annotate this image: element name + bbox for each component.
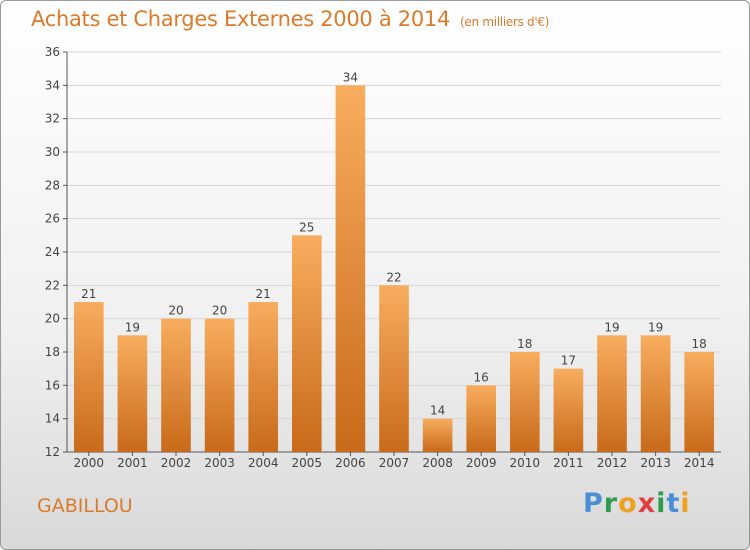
value-label-2003: 20 xyxy=(212,304,227,318)
value-label-2000: 21 xyxy=(81,287,96,301)
chart-title: Achats et Charges Externes 2000 à 2014 (e… xyxy=(31,7,549,31)
value-label-2005: 25 xyxy=(299,220,314,234)
y-tick-label: 26 xyxy=(45,212,60,226)
y-tick-label: 22 xyxy=(45,278,60,292)
value-label-2012: 19 xyxy=(604,320,619,334)
logo-letter: x xyxy=(637,488,657,519)
logo-letter: t xyxy=(666,488,681,519)
logo-letter: i xyxy=(656,488,667,519)
y-tick-label: 30 xyxy=(45,145,60,159)
x-tick-label-2007: 2007 xyxy=(379,456,410,470)
bar-2002 xyxy=(161,318,191,452)
proxiti-logo[interactable]: Proxiti xyxy=(583,488,691,519)
value-label-2002: 20 xyxy=(168,304,183,318)
x-tick-label-2014: 2014 xyxy=(684,456,715,470)
x-tick-label-2011: 2011 xyxy=(553,456,584,470)
y-tick-label: 28 xyxy=(45,178,60,192)
logo-letter: o xyxy=(618,488,638,519)
chart-unit: (en milliers d'€) xyxy=(460,15,550,29)
x-tick-label-2008: 2008 xyxy=(422,456,453,470)
bar-2003 xyxy=(204,318,235,452)
value-label-2010: 18 xyxy=(517,337,532,351)
x-tick-label-2003: 2003 xyxy=(204,456,235,470)
y-tick-label: 14 xyxy=(45,412,60,426)
y-tick-label: 32 xyxy=(45,112,60,126)
value-label-2008: 14 xyxy=(430,404,445,418)
value-label-2013: 19 xyxy=(648,320,663,334)
value-label-2006: 34 xyxy=(343,70,358,84)
x-tick-label-2009: 2009 xyxy=(466,456,497,470)
y-tick-label: 20 xyxy=(45,312,60,326)
bar-2008 xyxy=(422,418,453,452)
bar-2007 xyxy=(379,285,409,452)
value-label-2001: 19 xyxy=(125,320,140,334)
y-tick-label: 36 xyxy=(45,45,60,59)
bar-2009 xyxy=(466,385,497,452)
value-label-2009: 16 xyxy=(474,370,489,384)
bar-2013 xyxy=(640,335,671,452)
y-tick-label: 18 xyxy=(45,345,60,359)
x-tick-label-2005: 2005 xyxy=(292,456,323,470)
y-tick-label: 34 xyxy=(45,78,60,92)
bar-2001 xyxy=(117,335,148,452)
value-label-2014: 18 xyxy=(692,337,707,351)
bar-2004 xyxy=(248,302,279,452)
bar-2005 xyxy=(291,235,322,452)
x-tick-label-2013: 2013 xyxy=(640,456,671,470)
x-tick-label-2010: 2010 xyxy=(510,456,541,470)
y-tick-label: 16 xyxy=(45,378,60,392)
logo-letter: r xyxy=(603,488,619,519)
x-tick-label-2002: 2002 xyxy=(161,456,192,470)
bar-2014 xyxy=(684,352,715,452)
bar-2012 xyxy=(597,335,627,452)
logo-letter: P xyxy=(583,488,604,519)
bar-2006 xyxy=(335,85,366,452)
x-tick-label-2004: 2004 xyxy=(248,456,279,470)
x-tick-label-2001: 2001 xyxy=(117,456,148,470)
x-tick-label-2000: 2000 xyxy=(74,456,105,470)
x-tick-label-2012: 2012 xyxy=(597,456,628,470)
bar-2010 xyxy=(509,352,540,452)
bar-2011 xyxy=(553,368,584,452)
value-label-2004: 21 xyxy=(256,287,271,301)
bar-layer xyxy=(73,85,715,452)
label-layer: 21 2000 19 2001 20 2002 20 2003 21 2004 25 2005 34 20… xyxy=(74,70,715,470)
bar-2000 xyxy=(73,302,104,452)
chart-title-text: Achats et Charges Externes 2000 à 2014 xyxy=(31,7,451,31)
logo-letter: i xyxy=(680,488,691,519)
x-tick-label-2006: 2006 xyxy=(335,456,366,470)
y-tick-label: 12 xyxy=(45,445,60,459)
y-tick-label: 24 xyxy=(45,245,60,259)
value-label-2011: 17 xyxy=(561,354,576,368)
commune-name: GABILLOU xyxy=(37,495,133,517)
value-label-2007: 22 xyxy=(386,270,401,284)
